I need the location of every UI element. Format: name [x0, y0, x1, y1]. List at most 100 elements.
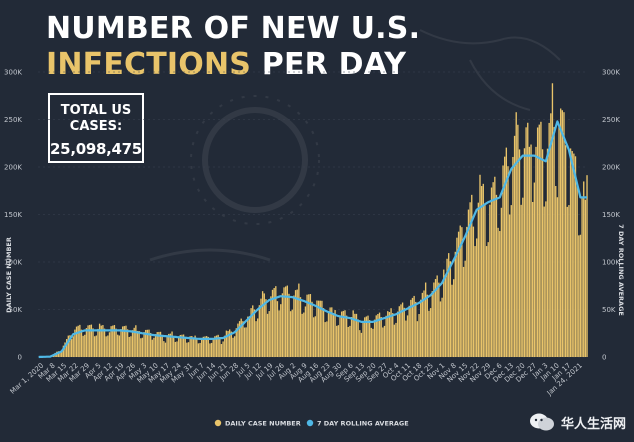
bar [457, 231, 460, 357]
bar [579, 234, 582, 357]
legend: DAILY CASE NUMBER 7 DAY ROLLING AVERAGE [214, 419, 409, 428]
bar [148, 329, 150, 357]
bar [586, 175, 588, 357]
bar [156, 332, 158, 357]
bar [285, 286, 287, 357]
bar [112, 325, 114, 357]
bar [311, 301, 313, 357]
bar [291, 309, 293, 357]
bar [230, 331, 233, 357]
bar [485, 246, 488, 357]
y-tick-label: 0 [18, 354, 22, 362]
bar [182, 334, 185, 357]
bar [466, 226, 468, 357]
legend-marker-average [306, 419, 314, 427]
bar [477, 202, 480, 357]
bar [487, 242, 489, 357]
bar [253, 309, 256, 357]
bar [229, 329, 231, 357]
bar [383, 325, 386, 357]
bar [385, 315, 387, 357]
bar [546, 148, 549, 357]
bar [452, 279, 455, 357]
bar [75, 326, 78, 357]
bar [360, 332, 363, 357]
bar [434, 279, 437, 357]
bar [62, 345, 65, 357]
bar [260, 298, 262, 357]
bar [499, 231, 501, 357]
bar [128, 336, 130, 357]
bar [436, 275, 438, 357]
bar [420, 299, 422, 357]
bar [393, 324, 396, 357]
bar [87, 325, 89, 357]
bar [271, 289, 274, 357]
bar [93, 336, 96, 357]
bar [510, 205, 512, 357]
bar [339, 315, 341, 357]
total-cases-value: 25,098,475 [50, 140, 142, 158]
bar [522, 197, 524, 357]
bar [138, 331, 140, 357]
bar [154, 334, 157, 357]
bar [97, 328, 99, 357]
bar [362, 321, 364, 357]
bar [396, 311, 399, 357]
bar [92, 328, 94, 357]
rolling-average-line [38, 120, 587, 359]
bar [467, 209, 470, 357]
bar [556, 197, 559, 357]
bar [102, 325, 104, 357]
bar [411, 297, 414, 357]
bar [136, 330, 139, 357]
bar [117, 334, 119, 357]
bar [313, 317, 315, 357]
bar [146, 329, 149, 357]
bar [100, 325, 102, 357]
bar [280, 304, 282, 357]
title-line-1: NUMBER OF NEW U.S. [46, 11, 421, 46]
bar [416, 321, 419, 357]
bar [181, 334, 183, 357]
bar [204, 336, 206, 357]
bar [324, 322, 326, 357]
bar [270, 296, 272, 357]
bar [553, 127, 555, 357]
bar [250, 308, 252, 357]
bar [219, 337, 221, 357]
bar [202, 336, 205, 357]
bar [164, 342, 167, 357]
bar [227, 331, 229, 357]
bar [240, 318, 242, 357]
bar [331, 307, 333, 357]
bar [441, 297, 443, 357]
legend-label-average: 7 DAY ROLLING AVERAGE [317, 420, 409, 428]
bar [82, 335, 84, 357]
bar [433, 282, 435, 357]
y2-axis-title: 7 DAY ROLLING AVERAGE [617, 224, 625, 316]
bar [173, 336, 175, 357]
bar [275, 286, 277, 357]
bar [252, 305, 254, 357]
bar [403, 307, 405, 357]
bar [294, 290, 297, 357]
bar [197, 343, 200, 357]
bar [273, 288, 275, 357]
bar [410, 299, 412, 357]
bar [505, 147, 508, 357]
bar [255, 321, 257, 357]
bar [332, 313, 335, 357]
bar [528, 146, 531, 357]
bar [207, 336, 209, 357]
bar-series [38, 83, 588, 358]
bar [238, 321, 241, 357]
legend-marker-daily [214, 419, 222, 427]
bar [113, 325, 116, 357]
bar [568, 205, 570, 357]
bar [484, 203, 486, 357]
bar [329, 307, 331, 357]
bar [237, 323, 239, 357]
